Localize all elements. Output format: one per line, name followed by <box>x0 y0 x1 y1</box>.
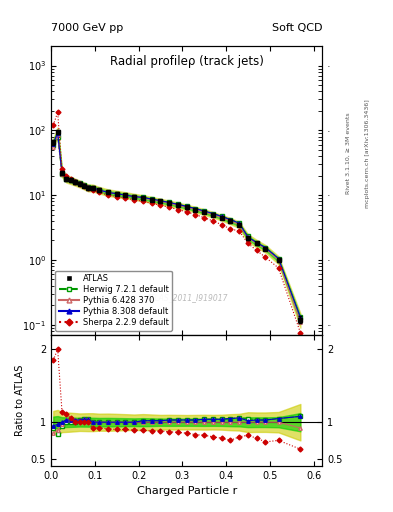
Y-axis label: Ratio to ATLAS: Ratio to ATLAS <box>15 365 25 436</box>
X-axis label: Charged Particle r: Charged Particle r <box>136 486 237 496</box>
Text: Radial profileρ (track jets): Radial profileρ (track jets) <box>110 55 264 68</box>
Legend: ATLAS, Herwig 7.2.1 default, Pythia 6.428 370, Pythia 8.308 default, Sherpa 2.2.: ATLAS, Herwig 7.2.1 default, Pythia 6.42… <box>55 270 172 331</box>
Text: Rivet 3.1.10, ≥ 3M events: Rivet 3.1.10, ≥ 3M events <box>346 113 351 195</box>
Text: ATLAS_2011_I919017: ATLAS_2011_I919017 <box>145 293 228 302</box>
Text: Soft QCD: Soft QCD <box>272 23 322 33</box>
Text: mcplots.cern.ch [arXiv:1306.3436]: mcplots.cern.ch [arXiv:1306.3436] <box>365 99 371 208</box>
Text: 7000 GeV pp: 7000 GeV pp <box>51 23 123 33</box>
